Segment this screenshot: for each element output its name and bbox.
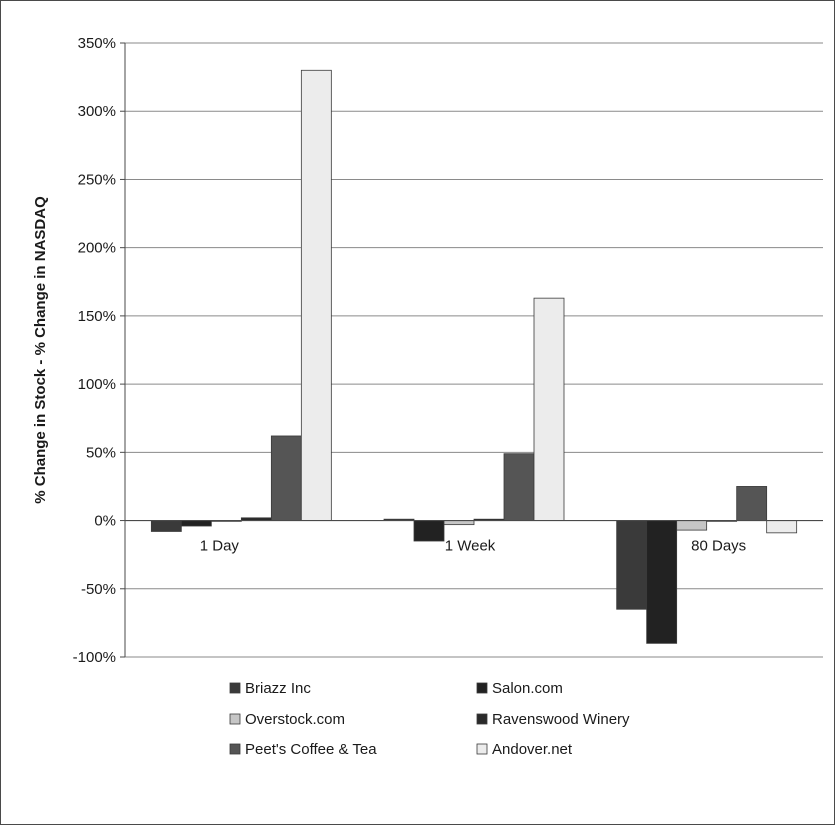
bar-peet-s-coffee-tea-1 xyxy=(503,453,535,521)
legend-swatch xyxy=(476,743,488,755)
bar-overstock-com-2 xyxy=(676,520,708,531)
y-tick-label: 300% xyxy=(78,103,116,120)
legend-swatch xyxy=(229,713,241,725)
legend-label: Overstock.com xyxy=(245,711,345,728)
legend-label: Ravenswood Winery xyxy=(492,711,630,728)
bar-salon-com-2 xyxy=(646,520,678,644)
bar-briazz-inc-2 xyxy=(616,520,648,610)
legend-swatch xyxy=(229,743,241,755)
y-tick-label: 200% xyxy=(78,240,116,257)
bar-andover-net-0 xyxy=(300,69,332,521)
x-category-label: 1 Week xyxy=(445,538,496,555)
bar-peet-s-coffee-tea-2 xyxy=(736,486,768,521)
legend-swatch xyxy=(476,682,488,694)
legend-label: Andover.net xyxy=(492,741,573,758)
bar-andover-net-2 xyxy=(766,520,798,534)
bar-salon-com-1 xyxy=(413,520,445,542)
bar-andover-net-1 xyxy=(533,297,565,521)
y-tick-label: -50% xyxy=(81,581,116,598)
y-tick-label: -100% xyxy=(73,649,116,666)
legend-label: Salon.com xyxy=(492,680,563,697)
y-tick-label: 0% xyxy=(94,513,116,530)
y-tick-label: 250% xyxy=(78,171,116,188)
bar-overstock-com-1 xyxy=(443,520,475,526)
x-category-label: 1 Day xyxy=(200,538,240,555)
y-tick-label: 50% xyxy=(86,444,116,461)
bar-briazz-inc-0 xyxy=(150,520,182,532)
legend-label: Peet's Coffee & Tea xyxy=(245,741,377,758)
y-tick-label: 350% xyxy=(78,35,116,52)
bar-salon-com-0 xyxy=(180,520,212,527)
y-tick-label: 150% xyxy=(78,308,116,325)
legend-label: Briazz Inc xyxy=(245,680,311,697)
legend-swatch xyxy=(476,713,488,725)
x-category-label: 80 Days xyxy=(691,538,746,555)
y-axis-title: % Change in Stock - % Change in NASDAQ xyxy=(32,196,49,504)
legend-swatch xyxy=(229,682,241,694)
bar-peet-s-coffee-tea-0 xyxy=(270,435,302,521)
y-tick-label: 100% xyxy=(78,376,116,393)
